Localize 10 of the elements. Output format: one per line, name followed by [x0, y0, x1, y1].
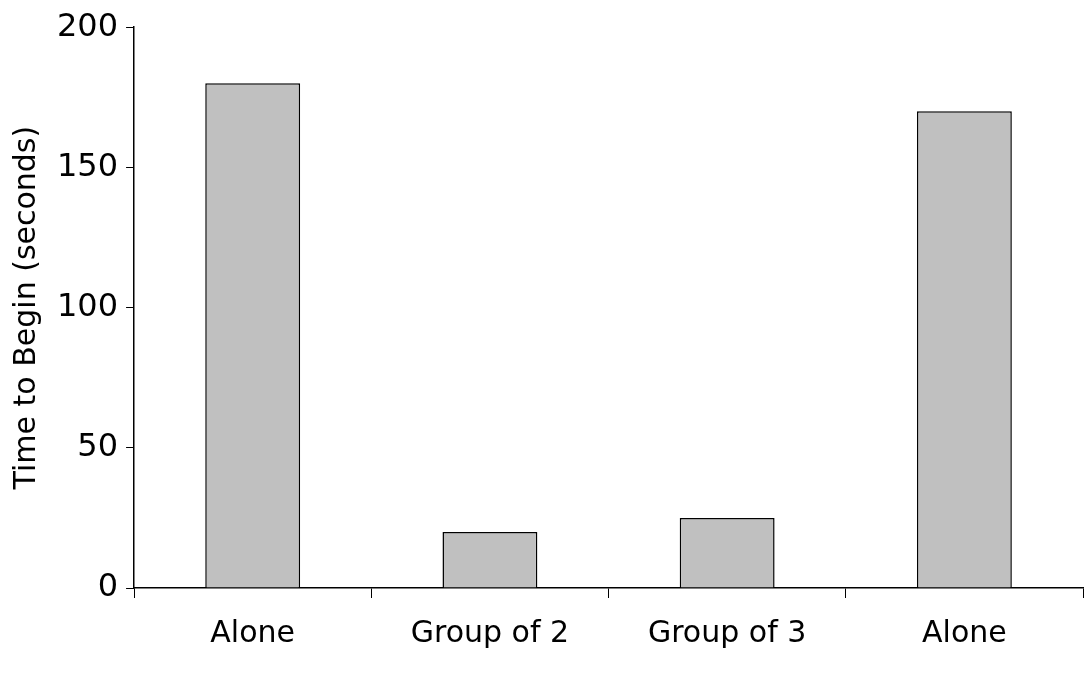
y-tick-label: 200 [57, 5, 119, 44]
x-tick-label: Alone [922, 613, 1007, 649]
y-tick-label: 50 [77, 426, 119, 465]
y-tick-label: 150 [57, 145, 119, 184]
x-tick-label: Group of 2 [410, 613, 570, 649]
y-tick-label: 100 [57, 285, 119, 324]
x-tick-label: Group of 3 [647, 613, 807, 649]
y-axis-title: Time to Begin (seconds) [6, 125, 42, 491]
y-tick-label: 0 [97, 566, 119, 605]
x-tick-label: Alone [210, 613, 296, 649]
